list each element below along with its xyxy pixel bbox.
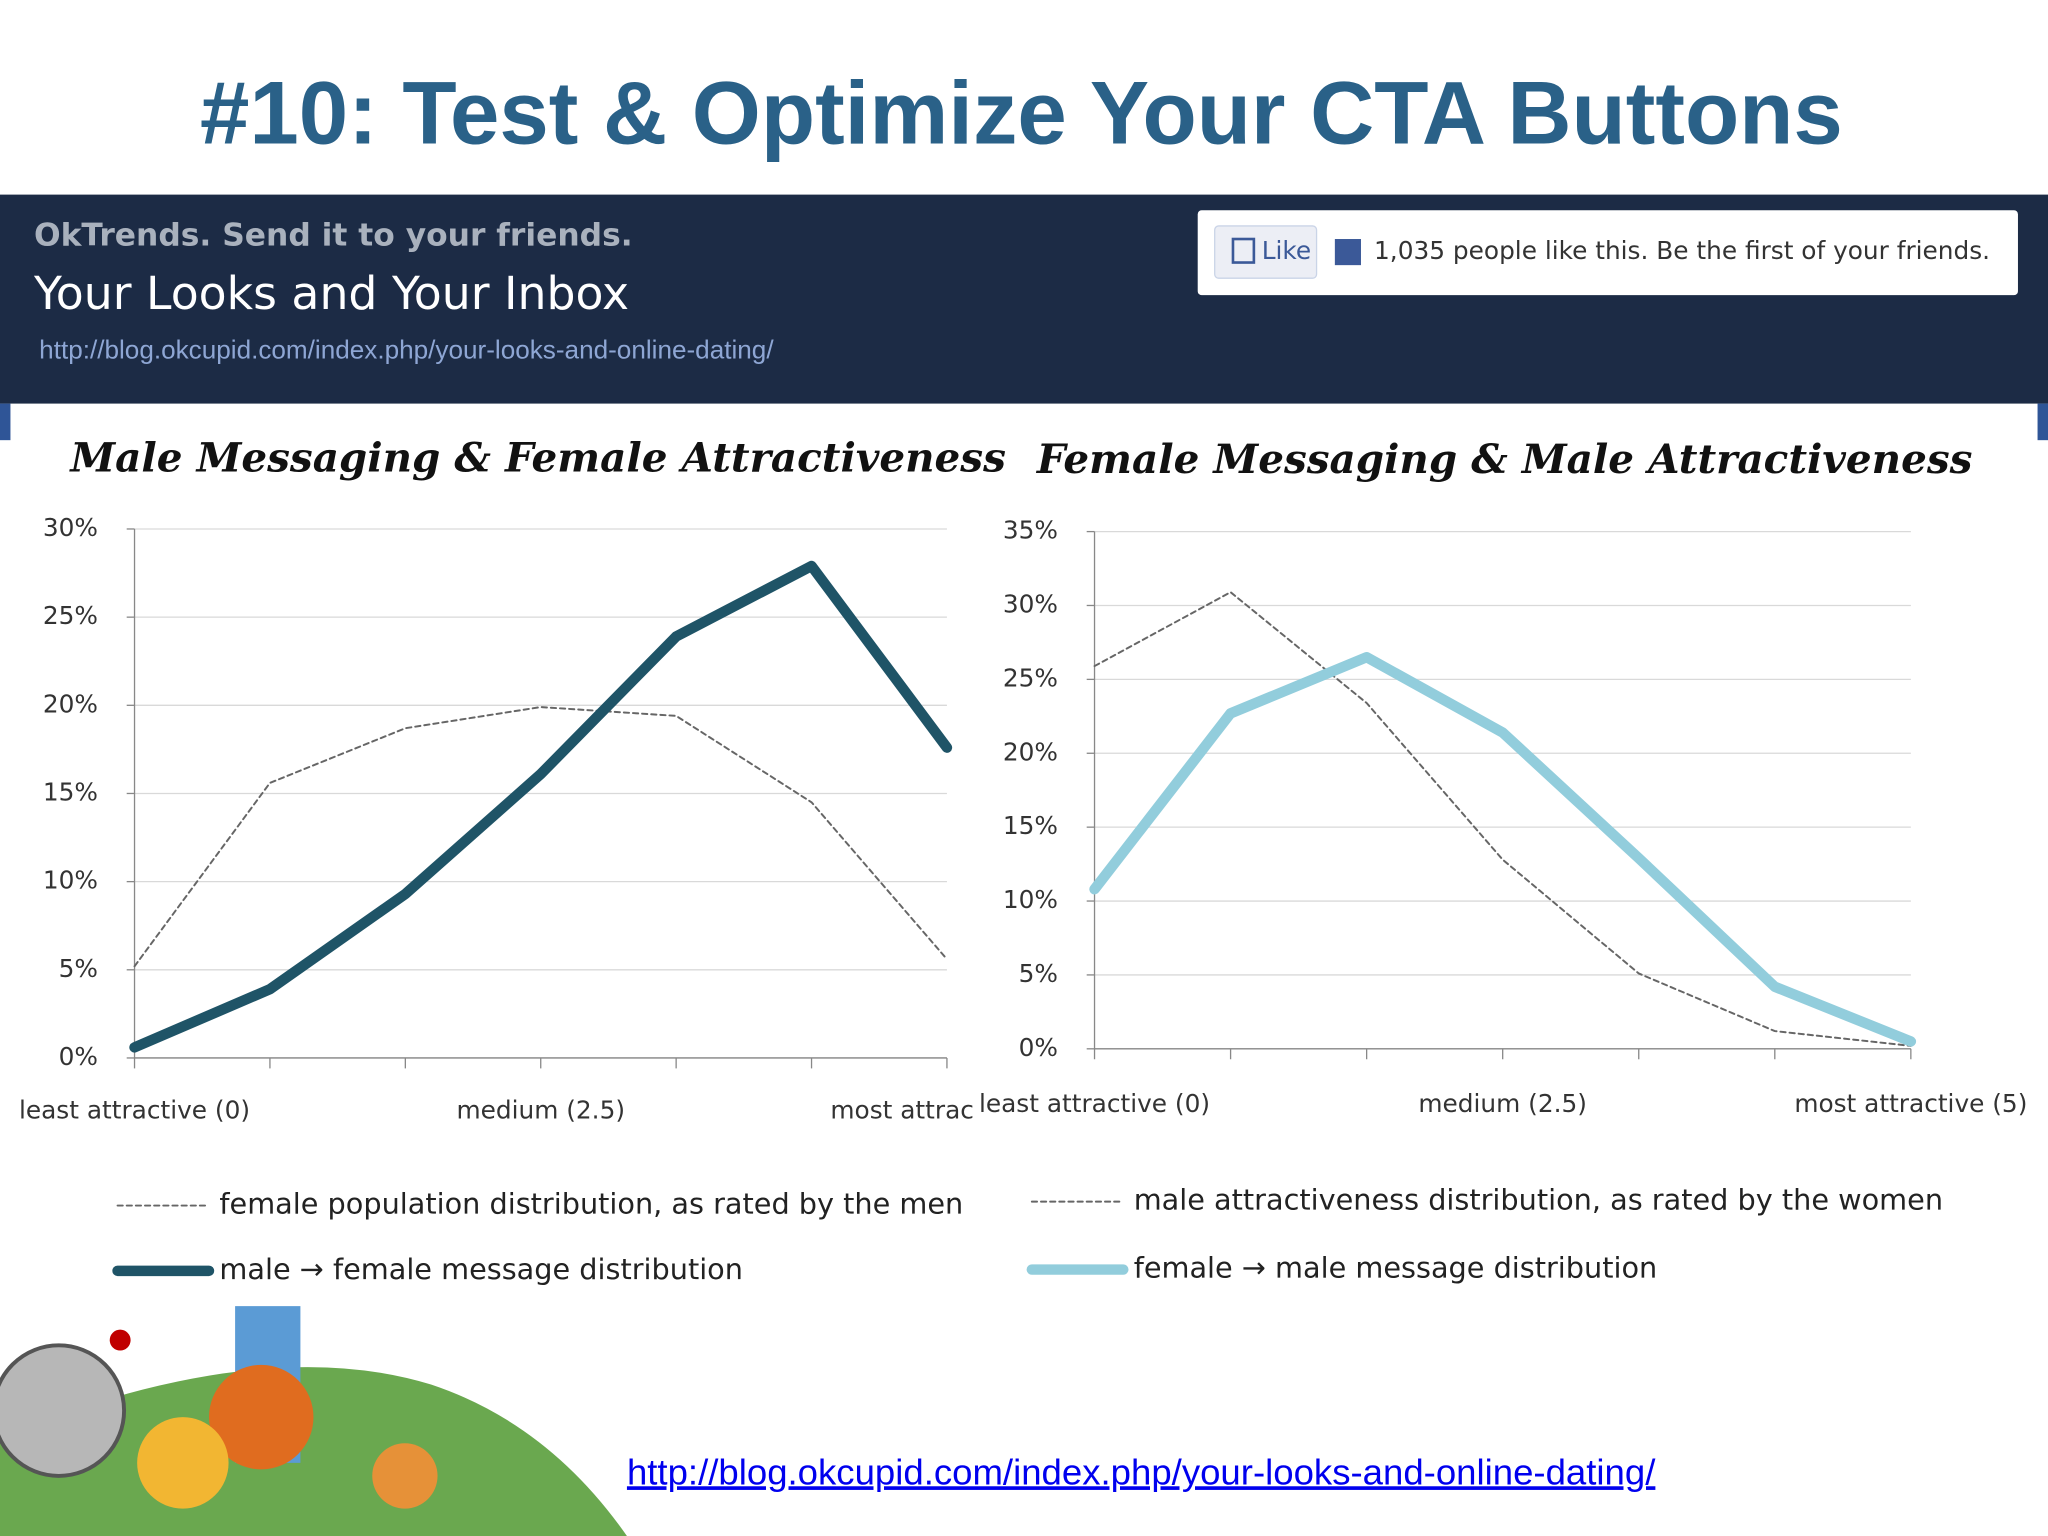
y-tick-label: 10%: [43, 866, 98, 895]
like-text: 1,035 people like this. Be the first of …: [1374, 236, 1990, 265]
y-tick-label: 5%: [1019, 959, 1058, 988]
x-tick-label: most attractive (5): [830, 1096, 1063, 1125]
header-url[interactable]: http://blog.okcupid.com/index.php/your-l…: [39, 334, 774, 364]
series-line: [1089, 651, 1917, 1047]
band-edge: [2037, 403, 2048, 441]
legend-label: female → male message distribution: [1134, 1251, 1658, 1285]
y-tick-label: 30%: [1003, 589, 1058, 618]
y-tick-label: 0%: [59, 1042, 98, 1071]
y-tick-label: 15%: [43, 777, 98, 806]
x-tick-label: least attractive (0): [19, 1096, 250, 1125]
fb-icon: [1334, 239, 1361, 266]
y-tick-label: 30%: [43, 513, 98, 542]
chart: least attractive (0) medium (2.5) most att…: [979, 530, 2027, 1118]
thumb-icon: [1231, 237, 1256, 264]
y-tick-label: 25%: [43, 601, 98, 630]
chart: least attractive (0) medium (2.5) most att…: [19, 528, 1063, 1125]
series-line: [129, 560, 953, 1053]
slide-title: #10: Test & Optimize Your CTA Buttons: [200, 64, 1843, 163]
y-tick-label: 10%: [1003, 885, 1058, 914]
x-tick-label: medium (2.5): [1418, 1089, 1587, 1118]
y-tick-label: 35%: [1003, 516, 1058, 545]
band-edge: [0, 403, 11, 441]
header-tagline: OkTrends. Send it to your friends.: [34, 217, 633, 253]
header-title: Your Looks and Your Inbox: [33, 267, 629, 320]
y-tick-label: 20%: [1003, 737, 1058, 766]
y-tick-label: 5%: [59, 954, 98, 983]
chart-title: Male Messaging & Female Attractiveness: [68, 434, 1006, 482]
y-tick-label: 0%: [1019, 1033, 1058, 1062]
chart-title: Female Messaging & Male Attractiveness: [1036, 435, 1973, 483]
series-line: [1093, 591, 1912, 1047]
source-link[interactable]: http://blog.okcupid.com/index.php/your-l…: [627, 1451, 1656, 1492]
legend-label: female population distribution, as rated…: [219, 1187, 963, 1221]
y-tick-label: 15%: [1003, 811, 1058, 840]
series-line: [133, 706, 948, 968]
like-box: [1197, 210, 2018, 296]
legend-label: male attractiveness distribution, as rat…: [1134, 1183, 1943, 1217]
x-tick-label: most attractive (5): [1794, 1089, 2027, 1118]
like-label[interactable]: Like: [1262, 236, 1311, 265]
y-tick-label: 20%: [43, 689, 98, 718]
x-tick-label: medium (2.5): [456, 1096, 625, 1125]
legend-label: male → female message distribution: [219, 1252, 743, 1286]
x-tick-label: least attractive (0): [979, 1089, 1210, 1118]
y-tick-label: 25%: [1003, 663, 1058, 692]
illustration: [0, 1306, 627, 1536]
